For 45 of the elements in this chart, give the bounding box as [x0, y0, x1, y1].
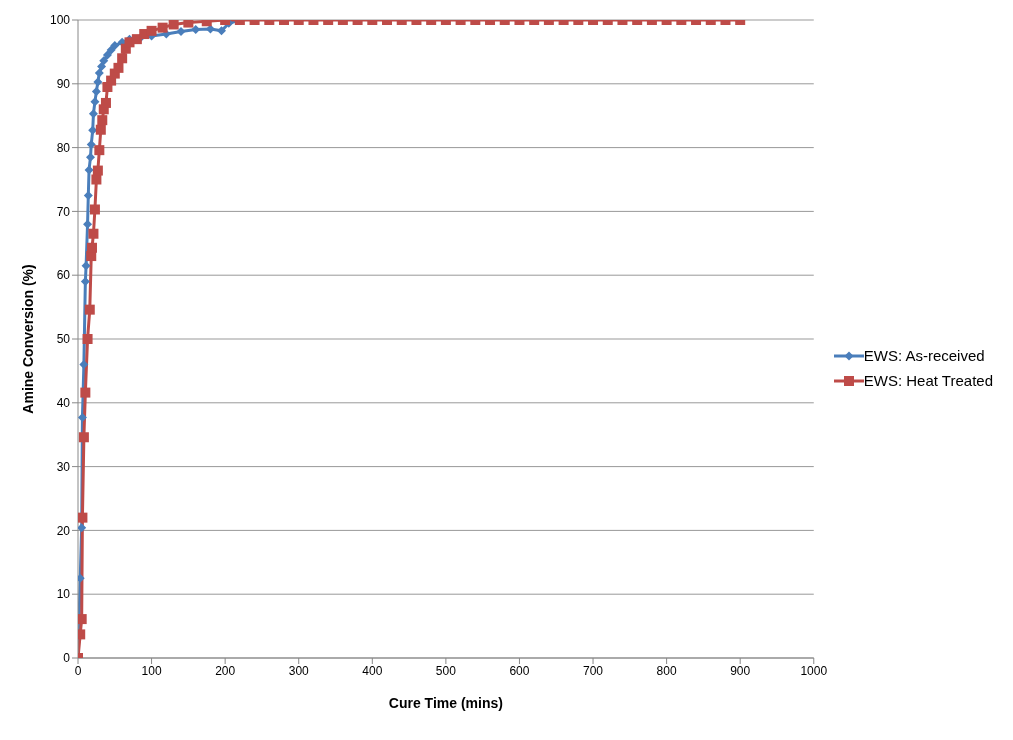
point [216, 26, 226, 36]
point [78, 412, 87, 422]
x-tick-label: 600 [509, 663, 530, 678]
point [94, 68, 104, 78]
point [110, 41, 120, 51]
point [88, 109, 98, 119]
y-tick-label: 90 [56, 77, 71, 92]
y-tick-label: 100 [49, 13, 71, 28]
point [79, 360, 89, 370]
y-tick-label: 60 [56, 268, 71, 283]
x-tick-label: 900 [730, 663, 751, 678]
x-axis-title: Cure Time (mins) [388, 695, 503, 711]
y-tick-label: 0 [63, 651, 71, 666]
x-tick-label: 700 [583, 663, 604, 678]
x-tick-label: 300 [288, 663, 310, 678]
x-tick-label: 200 [215, 663, 236, 678]
legend-label: EWS: Heat Treated [863, 372, 993, 389]
x-tick-label: 500 [435, 663, 457, 678]
y-tick-label: 80 [56, 140, 71, 155]
legend-label: EWS: As-received [863, 347, 985, 364]
y-tick-label: 10 [56, 587, 71, 602]
y-tick-label: 50 [56, 332, 71, 347]
y-tick-label: 30 [56, 459, 71, 474]
y-tick-label: 20 [56, 523, 71, 538]
x-tick-label: 0 [74, 663, 82, 678]
point [91, 86, 101, 96]
point [83, 219, 93, 229]
point [102, 50, 112, 60]
x-tick-label: 800 [656, 663, 677, 678]
point [84, 165, 94, 175]
x-tick-label: 1000 [800, 663, 828, 678]
x-tick-label: 400 [362, 663, 383, 678]
y-tick-label: 70 [56, 204, 71, 219]
point [176, 26, 186, 36]
point [78, 523, 87, 533]
y-tick-label: 40 [56, 396, 71, 411]
point [81, 261, 91, 271]
point [93, 77, 103, 87]
point [86, 139, 96, 149]
x-tick-label: 100 [141, 663, 162, 678]
y-axis-title: Amine Conversion (%) [19, 264, 36, 414]
point [191, 25, 201, 35]
point [97, 62, 107, 72]
point [99, 56, 109, 66]
point [86, 152, 96, 162]
